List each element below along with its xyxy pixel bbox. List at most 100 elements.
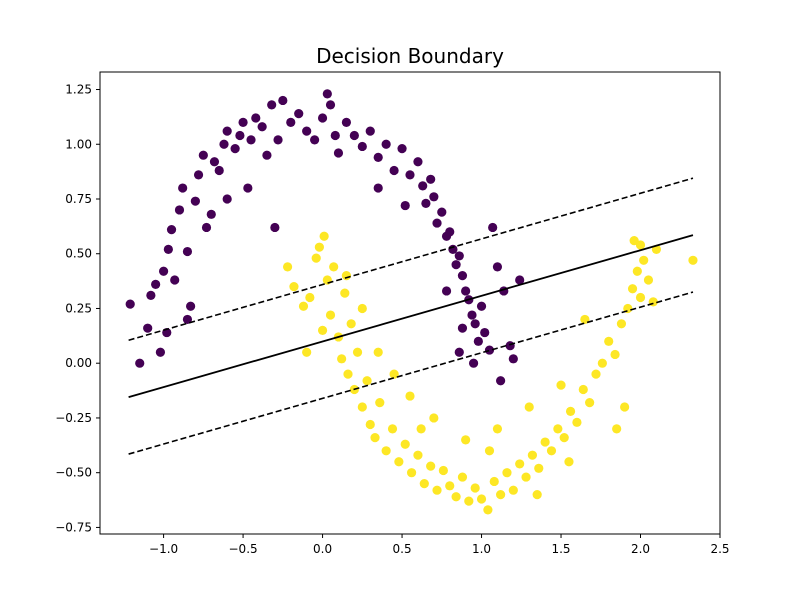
class-1-point <box>325 310 336 320</box>
class-0-point <box>143 323 153 333</box>
x-tick-label: −1.0 <box>149 542 178 556</box>
class-0-point <box>468 358 479 368</box>
class-0-point <box>365 126 375 136</box>
class-1-point <box>357 402 367 412</box>
class-0-point <box>151 279 161 289</box>
class-0-point <box>286 117 296 127</box>
class-1-point <box>302 347 312 357</box>
class-0-point <box>508 354 518 364</box>
class-0-point <box>454 251 464 261</box>
class-0-point <box>166 225 177 235</box>
class-1-point <box>464 496 474 506</box>
class-0-point <box>330 130 340 141</box>
class-0-point <box>155 347 166 357</box>
class-1-point <box>389 369 399 379</box>
class-1-point <box>426 461 436 471</box>
class-1-point <box>635 292 646 303</box>
class-0-point <box>470 319 480 329</box>
class-1-point <box>298 301 309 311</box>
class-1-point <box>540 437 550 447</box>
class-1-point <box>565 406 576 416</box>
class-1-point <box>394 457 404 467</box>
class-1-point <box>502 468 512 478</box>
class-1-point <box>616 319 627 329</box>
class-1-point <box>476 494 487 504</box>
class-0-point <box>243 183 253 193</box>
class-0-point <box>201 222 212 233</box>
class-1-point <box>484 446 495 456</box>
class-1-point <box>317 325 328 335</box>
class-0-point <box>267 100 277 110</box>
class-1-point <box>591 369 601 379</box>
class-1-point <box>604 336 614 346</box>
x-tick-label: −0.5 <box>229 542 258 556</box>
class-1-point <box>572 417 582 427</box>
class-1-point <box>357 303 367 314</box>
class-1-point <box>370 433 380 443</box>
class-1-point <box>337 354 347 364</box>
x-tick-label: 0.0 <box>313 542 332 556</box>
class-0-point <box>457 323 468 333</box>
class-0-point <box>182 246 193 257</box>
class-0-point <box>437 207 447 217</box>
class-0-point <box>262 150 272 160</box>
class-1-point <box>635 240 646 250</box>
class-1-point <box>343 369 353 379</box>
class-1-point <box>585 398 595 408</box>
class-0-point <box>182 314 193 325</box>
class-0-point <box>209 157 220 167</box>
class-0-point <box>421 198 431 208</box>
class-0-point <box>480 327 490 338</box>
class-0-point <box>476 301 487 311</box>
class-1-point <box>461 435 471 445</box>
class-1-point <box>489 476 499 487</box>
axes-layer: −1.0 −0.5 0.0 0.5 1.0 1.5 2.0 2.5 −0.75 −0.50 −0.2… <box>55 71 730 556</box>
class-1-point <box>432 485 442 495</box>
class-1-point <box>559 433 569 443</box>
class-1-point <box>387 424 398 434</box>
class-0-point <box>484 345 495 355</box>
class-0-point <box>445 227 455 237</box>
class-0-point <box>515 275 525 285</box>
class-1-point <box>445 481 455 491</box>
class-0-point <box>349 130 359 141</box>
class-1-point <box>556 380 566 390</box>
class-1-point <box>365 419 375 430</box>
class-1-point <box>352 347 363 357</box>
y-tick-label: −0.50 <box>55 466 92 480</box>
class-1-point <box>524 402 534 412</box>
class-0-point <box>257 122 267 132</box>
class-0-point <box>186 301 196 311</box>
class-1-point <box>413 450 423 460</box>
class-0-point <box>389 165 399 176</box>
class-0-point <box>178 183 188 193</box>
class-0-point <box>397 144 407 154</box>
chart-title: Decision Boundary <box>316 44 504 68</box>
class-1-point <box>451 492 461 502</box>
class-1-point <box>289 281 299 292</box>
class-0-point <box>230 144 240 154</box>
class-0-point <box>426 174 436 184</box>
class-0-point <box>135 358 145 368</box>
class-1-point <box>553 424 563 434</box>
plot-frame <box>99 71 721 535</box>
class-1-point <box>492 424 503 434</box>
class-1-point <box>483 505 493 515</box>
class-1-point <box>346 319 356 329</box>
class-1-point <box>610 349 620 360</box>
margin-line <box>128 177 694 341</box>
decision-boundary-line <box>128 234 694 399</box>
class-1-point <box>373 347 383 357</box>
y-tick-label: 0.25 <box>65 301 92 315</box>
class-1-point <box>496 489 506 500</box>
class-1-point <box>406 468 417 478</box>
class-0-point <box>457 271 468 281</box>
class-0-point <box>198 150 208 160</box>
class-0-point <box>222 126 232 136</box>
class-1-point <box>508 485 518 495</box>
class-0-point <box>496 376 506 386</box>
class-1-point <box>515 459 525 469</box>
class-0-point <box>373 152 383 162</box>
class-1-point <box>627 284 638 294</box>
class-0-point <box>341 117 352 127</box>
